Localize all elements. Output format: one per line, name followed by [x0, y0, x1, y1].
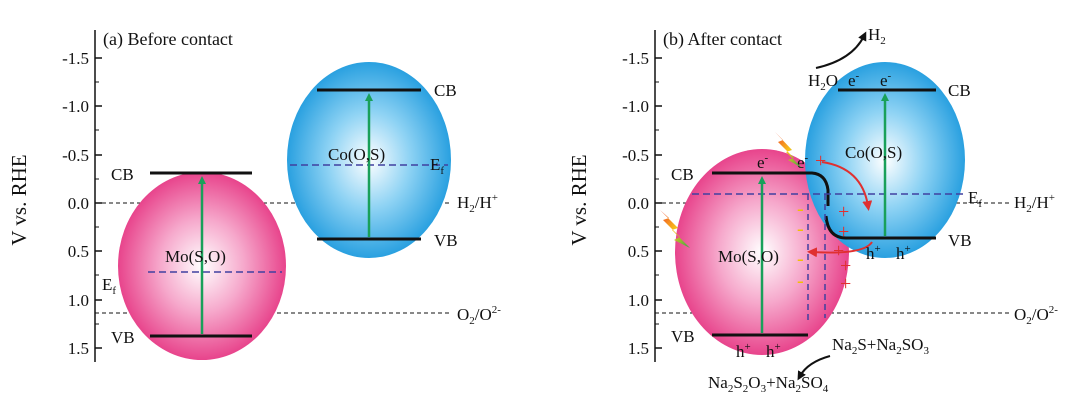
- y-tick-label: -0.5: [622, 146, 649, 165]
- y-tick-label: -1.5: [62, 49, 89, 68]
- electron-mo-cb: e-: [757, 152, 769, 172]
- plus-charge: +: [840, 255, 851, 277]
- panel-a-title: (a) Before contact: [103, 29, 233, 50]
- plus-charge: +: [815, 150, 826, 172]
- y-tick-label: 0.5: [628, 242, 649, 261]
- electron-co-cb: e-: [848, 70, 860, 90]
- panel-b-title: (b) After contact: [663, 29, 782, 50]
- co-vb-label: VB: [434, 231, 458, 250]
- o2-label: O2/O2-: [457, 304, 501, 327]
- co-cb-label-b: CB: [948, 81, 971, 100]
- y-axis-label: V vs. RHE: [7, 154, 31, 245]
- sacrificial-agent-label: Na2S+Na2SO3: [832, 335, 929, 357]
- h2-label: H2/H+: [457, 192, 498, 215]
- hole-mo-vb-2: h+: [766, 341, 781, 361]
- lightning-icon: [660, 210, 690, 248]
- y-tick-label: 1.0: [628, 291, 649, 310]
- fermi-label-b: Ef: [968, 188, 982, 210]
- electron-mo-cb-edge: e-: [797, 152, 809, 172]
- y-tick-label: -0.5: [62, 146, 89, 165]
- minus-charge: -: [797, 218, 804, 240]
- o2-label-b: O2/O2-: [1014, 304, 1058, 327]
- plus-charge: +: [838, 201, 849, 223]
- hole-mo-vb: h+: [736, 341, 751, 361]
- minus-charge: -: [797, 248, 804, 270]
- hole-co-vb-2: h+: [896, 243, 911, 263]
- oxidation-product-label: Na2S2O3+Na2SO4: [708, 373, 829, 395]
- minus-charge: -: [797, 270, 804, 292]
- h2-label-b: H2/H+: [1014, 192, 1055, 215]
- y-tick-label: 0.0: [68, 194, 89, 213]
- co-name-b: Co(O,S): [845, 143, 902, 162]
- mo-cb-bent: [712, 171, 830, 206]
- y-tick-label: 1.5: [628, 339, 649, 358]
- lightning-icon: [775, 132, 802, 168]
- mo-vb-label: VB: [111, 328, 135, 347]
- co-vb-bent: [824, 215, 936, 240]
- hole-transfer-arrow: [807, 241, 873, 258]
- mo-name: Mo(S,O): [165, 247, 226, 266]
- electron-co-cb-2: e-: [880, 70, 892, 90]
- y-tick-label: -1.0: [622, 97, 649, 116]
- plus-charge: +: [838, 221, 849, 243]
- hole-co-vb: h+: [866, 243, 881, 263]
- y-tick-label: 1.0: [68, 291, 89, 310]
- y-tick-label: 0.5: [68, 242, 89, 261]
- co-vb-label-b: VB: [948, 231, 972, 250]
- h2-evolution-arrow: [815, 31, 867, 69]
- y-tick-label: 1.5: [68, 339, 89, 358]
- co-fermi-label: Ef: [430, 155, 444, 177]
- plus-charge: +: [840, 273, 851, 295]
- electron-transfer-arrow: [821, 161, 873, 211]
- mo-name-b: Mo(S,O): [718, 247, 779, 266]
- mo-cb-label-b: CB: [671, 165, 694, 184]
- h2o-label: H2O: [808, 71, 838, 93]
- panel-a: -1.5 -1.0 -0.5 0.0 0.5 1.0 1.5 V vs. RHE (a) B…: [7, 29, 501, 362]
- y-ticks-b: -1.5 -1.0 -0.5 0.0 0.5 1.0 1.5: [622, 49, 662, 358]
- mo-fermi-label: Ef: [102, 275, 116, 297]
- mo-cb-label: CB: [111, 165, 134, 184]
- minus-charge: -: [797, 198, 804, 220]
- interface-charges: + + + + + + - - - -: [797, 150, 851, 295]
- panel-b: -1.5 -1.0 -0.5 0.0 0.5 1.0 1.5 V vs. RHE (b) A…: [567, 25, 1058, 395]
- co-cb-label: CB: [434, 81, 457, 100]
- mo-vb-label-b: VB: [671, 327, 695, 346]
- y-tick-label: 0.0: [628, 194, 649, 213]
- co-name: Co(O,S): [328, 145, 385, 164]
- h2-product-label: H2: [868, 25, 886, 47]
- y-tick-label: -1.0: [62, 97, 89, 116]
- y-tick-label: -1.5: [622, 49, 649, 68]
- y-axis-label-b: V vs. RHE: [567, 154, 591, 245]
- plus-charge: +: [833, 240, 844, 262]
- oxidation-arrow: [797, 355, 831, 381]
